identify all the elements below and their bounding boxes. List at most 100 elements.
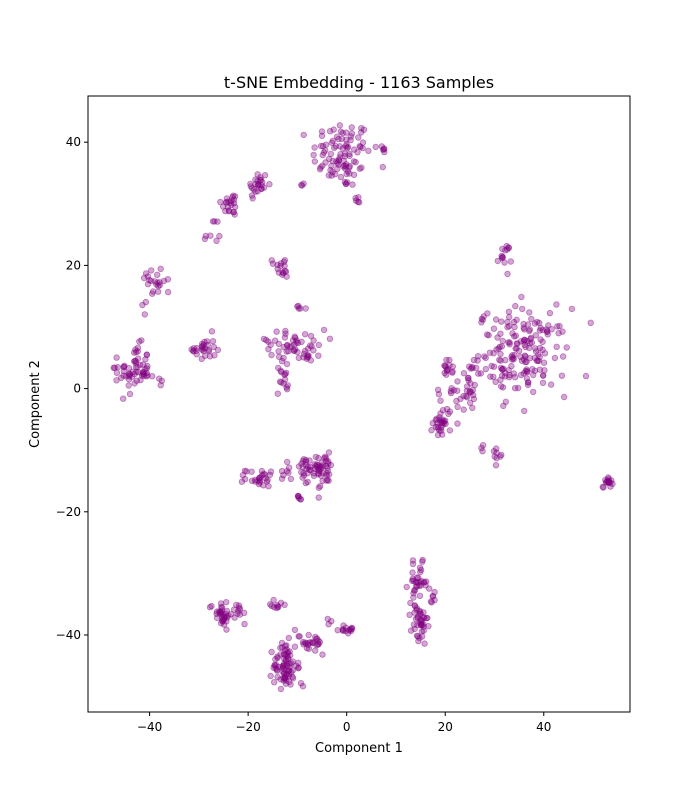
scatter-point xyxy=(231,203,239,211)
scatter-point xyxy=(283,386,291,393)
scatter-point xyxy=(281,257,288,264)
scatter-point xyxy=(449,369,456,376)
scatter-point xyxy=(223,195,230,202)
scatter-point xyxy=(213,610,220,617)
scatter-point xyxy=(497,453,504,460)
scatter-point xyxy=(302,458,309,465)
scatter-point xyxy=(208,602,215,610)
scatter-point xyxy=(254,171,261,178)
scatter-point xyxy=(313,642,320,649)
scatter-point xyxy=(523,375,530,382)
scatter-point xyxy=(287,475,295,483)
scatter-point xyxy=(299,457,307,465)
scatter-point xyxy=(126,372,133,379)
scatter-point xyxy=(223,626,230,633)
scatter-point xyxy=(497,350,504,358)
x-tick-label: 0 xyxy=(343,720,351,734)
x-axis-label: Component 1 xyxy=(315,741,403,756)
scatter-point xyxy=(225,207,233,215)
scatter-point xyxy=(271,337,279,344)
scatter-point xyxy=(332,170,339,178)
scatter-point xyxy=(333,133,341,140)
scatter-point xyxy=(157,382,164,389)
scatter-point xyxy=(513,345,520,352)
scatter-point xyxy=(327,150,335,158)
scatter-point xyxy=(280,650,288,657)
scatter-point xyxy=(304,639,311,647)
scatter-point xyxy=(143,365,150,372)
scatter-point xyxy=(285,667,293,674)
scatter-point xyxy=(342,142,350,150)
scatter-point xyxy=(340,157,347,164)
scatter-point xyxy=(499,366,506,373)
scatter-point xyxy=(326,471,333,478)
scatter-point xyxy=(524,321,532,328)
scatter-point xyxy=(199,343,206,350)
scatter-point xyxy=(381,148,388,156)
scatter-point xyxy=(546,309,554,317)
scatter-point xyxy=(295,302,302,310)
scatter-point xyxy=(499,253,506,261)
scatter-point xyxy=(274,667,281,674)
scatter-point xyxy=(521,341,528,348)
scatter-point xyxy=(282,672,290,679)
scatter-point xyxy=(359,139,367,146)
scatter-point xyxy=(341,162,348,169)
scatter-point xyxy=(469,365,476,372)
scatter-point xyxy=(339,129,346,137)
scatter-point xyxy=(284,382,291,389)
scatter-point xyxy=(431,588,438,596)
scatter-point xyxy=(190,348,197,355)
scatter-point xyxy=(502,398,509,405)
scatter-point xyxy=(213,608,221,615)
scatter-point xyxy=(328,618,335,625)
scatter-point xyxy=(511,323,518,331)
scatter-point xyxy=(284,650,292,657)
scatter-point xyxy=(499,337,506,345)
scatter-point xyxy=(553,343,560,350)
scatter-point xyxy=(201,338,208,346)
scatter-point xyxy=(485,332,492,339)
scatter-point xyxy=(217,198,224,206)
scatter-point xyxy=(319,151,326,159)
scatter-point xyxy=(323,477,330,484)
scatter-point xyxy=(422,582,429,589)
scatter-point xyxy=(228,201,235,209)
scatter-point xyxy=(325,172,332,179)
scatter-point xyxy=(216,232,223,240)
scatter-point xyxy=(329,168,336,176)
scatter-point xyxy=(543,326,550,333)
scatter-point xyxy=(319,462,326,469)
scatter-point xyxy=(411,602,419,610)
scatter-point xyxy=(201,352,209,359)
scatter-point xyxy=(439,431,446,438)
scatter-point xyxy=(414,621,421,629)
scatter-point xyxy=(526,355,534,362)
scatter-point xyxy=(498,254,506,262)
scatter-point xyxy=(273,328,280,335)
scatter-point xyxy=(279,644,286,651)
scatter-point xyxy=(336,143,344,150)
scatter-point xyxy=(281,371,288,378)
scatter-point xyxy=(211,218,218,225)
scatter-point xyxy=(144,273,152,280)
scatter-point xyxy=(315,494,322,501)
scatter-point xyxy=(155,283,162,290)
scatter-point xyxy=(154,279,161,286)
scatter-point xyxy=(193,351,200,358)
scatter-point xyxy=(284,652,291,660)
scatter-point xyxy=(536,327,543,334)
scatter-point xyxy=(505,308,513,315)
scatter-point xyxy=(120,368,127,375)
scatter-point xyxy=(525,379,532,386)
scatter-point xyxy=(510,356,517,363)
scatter-point xyxy=(357,143,364,151)
scatter-point xyxy=(280,675,287,682)
scatter-point xyxy=(339,627,347,634)
scatter-point xyxy=(429,593,437,600)
scatter-point xyxy=(348,130,356,137)
scatter-point xyxy=(506,341,513,348)
scatter-point xyxy=(444,365,451,373)
scatter-point xyxy=(506,313,513,321)
scatter-point xyxy=(434,423,441,431)
